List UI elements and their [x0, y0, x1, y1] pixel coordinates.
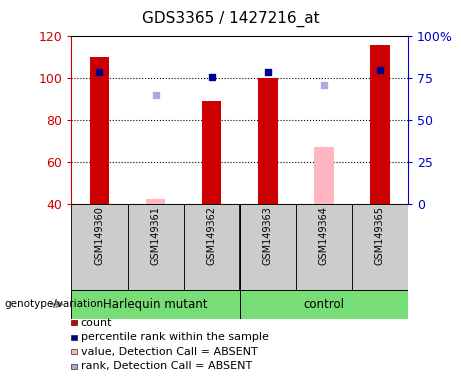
Text: count: count — [81, 318, 112, 328]
Bar — [183, 204, 240, 290]
Text: Harlequin mutant: Harlequin mutant — [103, 298, 208, 311]
Text: percentile rank within the sample: percentile rank within the sample — [81, 332, 268, 342]
Bar — [71, 204, 128, 290]
Bar — [202, 101, 221, 204]
Bar — [71, 290, 240, 319]
Bar — [240, 290, 408, 319]
Text: GSM149365: GSM149365 — [375, 206, 385, 265]
Text: GSM149362: GSM149362 — [207, 206, 217, 265]
Text: GSM149363: GSM149363 — [263, 206, 273, 265]
Bar — [128, 204, 183, 290]
Text: GSM149364: GSM149364 — [319, 206, 329, 265]
Bar — [90, 57, 109, 204]
Text: genotype/variation: genotype/variation — [5, 299, 104, 310]
Bar — [314, 147, 334, 204]
Text: GSM149360: GSM149360 — [95, 206, 105, 265]
Text: GDS3365 / 1427216_at: GDS3365 / 1427216_at — [142, 11, 319, 27]
Bar — [146, 199, 165, 204]
Bar — [352, 204, 408, 290]
Bar — [370, 45, 390, 204]
Text: value, Detection Call = ABSENT: value, Detection Call = ABSENT — [81, 347, 257, 357]
Bar — [258, 78, 278, 204]
Text: control: control — [303, 298, 344, 311]
Text: GSM149361: GSM149361 — [151, 206, 160, 265]
Bar — [240, 204, 296, 290]
Text: rank, Detection Call = ABSENT: rank, Detection Call = ABSENT — [81, 361, 252, 371]
Bar — [296, 204, 352, 290]
